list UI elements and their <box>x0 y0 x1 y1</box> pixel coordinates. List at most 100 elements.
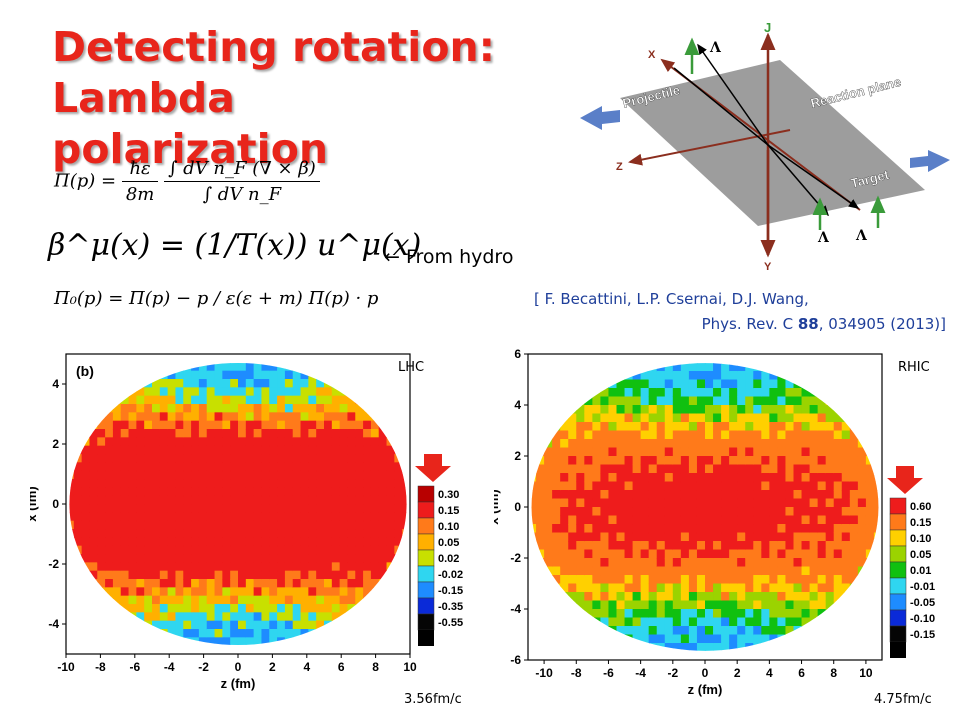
heatmap-cell <box>230 512 239 522</box>
heatmap-cell <box>696 575 706 585</box>
heatmap-cell <box>640 634 650 644</box>
heatmap-cell <box>120 454 130 463</box>
heatmap-cell <box>378 404 388 413</box>
heatmap-cell <box>552 447 561 457</box>
heatmap-cell <box>97 646 105 655</box>
heatmap-cell <box>206 570 216 580</box>
heatmap-cell <box>136 404 145 413</box>
heatmap-cell <box>261 363 270 372</box>
heatmap-cell <box>857 566 867 576</box>
heatmap-cell <box>531 396 537 406</box>
heatmap-cell <box>355 604 364 613</box>
heatmap-cell <box>206 562 216 572</box>
heatmap-cell <box>632 549 642 559</box>
heatmap-cell <box>136 545 145 555</box>
heatmap-cell <box>672 422 682 432</box>
heatmap-cell <box>355 554 364 563</box>
heatmap-cell <box>89 562 98 572</box>
heatmap-cell <box>339 495 349 505</box>
heatmap-cell <box>632 600 642 610</box>
heatmap-cell <box>308 554 317 563</box>
heatmap-cell <box>198 545 208 555</box>
heatmap-cell <box>616 515 626 525</box>
heatmap-cell <box>745 600 754 610</box>
heatmap-cell <box>624 541 634 551</box>
heatmap-cell <box>857 583 867 593</box>
heatmap-cell <box>753 617 762 627</box>
heatmap-cell <box>386 404 395 413</box>
heatmap-cell <box>245 462 255 472</box>
heatmap-cell <box>600 379 610 389</box>
heatmap-cell <box>624 405 634 415</box>
heatmap-cell <box>245 470 255 480</box>
heatmap-cell <box>825 575 835 585</box>
heatmap-cell <box>865 396 875 406</box>
heatmap-cell <box>331 454 341 463</box>
heatmap-cell <box>331 629 341 638</box>
heatmap-cell <box>300 570 309 580</box>
heatmap-cell <box>584 473 593 483</box>
heatmap-cell <box>600 617 610 627</box>
heatmap-cell <box>245 562 255 572</box>
heatmap-cell <box>230 629 239 638</box>
heatmap-cell <box>269 495 278 505</box>
heatmap-cell <box>873 609 879 619</box>
heatmap-cell <box>552 422 561 432</box>
heatmap-cell <box>370 437 380 447</box>
heatmap-cell <box>544 626 553 636</box>
heatmap-cell <box>277 420 286 430</box>
heatmap-cell <box>144 587 153 597</box>
heatmap-cell <box>552 524 561 534</box>
heatmap-cell <box>656 634 666 644</box>
heatmap-cell <box>624 388 634 398</box>
x-tick-label: 0 <box>702 666 709 680</box>
legend-swatch <box>889 513 907 531</box>
heatmap-cell <box>632 566 642 576</box>
heatmap-cell <box>664 464 674 474</box>
heatmap-cell <box>198 587 208 597</box>
heatmap-cell <box>97 462 106 472</box>
citation: [ F. Becattini, L.P. Csernai, D.J. Wang,… <box>534 287 946 337</box>
heatmap-cell <box>801 490 811 500</box>
heatmap-cell <box>656 575 666 585</box>
heatmap-cell <box>301 646 309 655</box>
heatmap-cell <box>648 515 658 525</box>
heatmap-cell <box>656 379 666 389</box>
heatmap-cell <box>339 504 349 513</box>
heatmap-cell <box>238 404 247 413</box>
heatmap-cell <box>648 617 658 627</box>
heatmap-cell <box>624 600 634 610</box>
heatmap-cell <box>705 388 714 398</box>
heatmap-cell <box>316 629 325 638</box>
heatmap-cell <box>105 462 114 472</box>
heatmap-cell <box>873 413 879 423</box>
heatmap-cell <box>175 537 184 547</box>
heatmap-cell <box>136 462 145 472</box>
heatmap-cell <box>277 629 286 638</box>
heatmap-cell <box>833 413 843 423</box>
heatmap-cell <box>386 420 395 430</box>
heatmap-cell <box>332 354 340 363</box>
heatmap-cell <box>833 507 843 517</box>
heatmap-cell <box>214 454 223 463</box>
heatmap-cell <box>552 515 561 525</box>
heatmap-cell <box>648 481 658 491</box>
heatmap-cell <box>560 388 569 398</box>
heatmap-cell <box>269 504 278 513</box>
heatmap-cell <box>841 456 851 466</box>
heatmap-cell <box>802 652 811 661</box>
heatmap-cell <box>191 587 200 597</box>
heatmap-cell <box>608 524 618 534</box>
heatmap-cell <box>640 558 650 568</box>
heatmap-cell <box>386 520 395 530</box>
heatmap-cell <box>745 363 754 372</box>
x-axis-label: z (fm) <box>688 682 723 697</box>
heatmap-cell <box>253 437 263 447</box>
eq1-lhs: Π(p) = <box>54 170 117 192</box>
heatmap-cell <box>648 558 658 568</box>
heatmap-cell <box>261 579 270 588</box>
heatmap-cell <box>191 604 200 613</box>
heatmap-cell <box>616 524 626 534</box>
heatmap-cell <box>648 396 658 406</box>
heatmap-cell <box>324 437 333 447</box>
